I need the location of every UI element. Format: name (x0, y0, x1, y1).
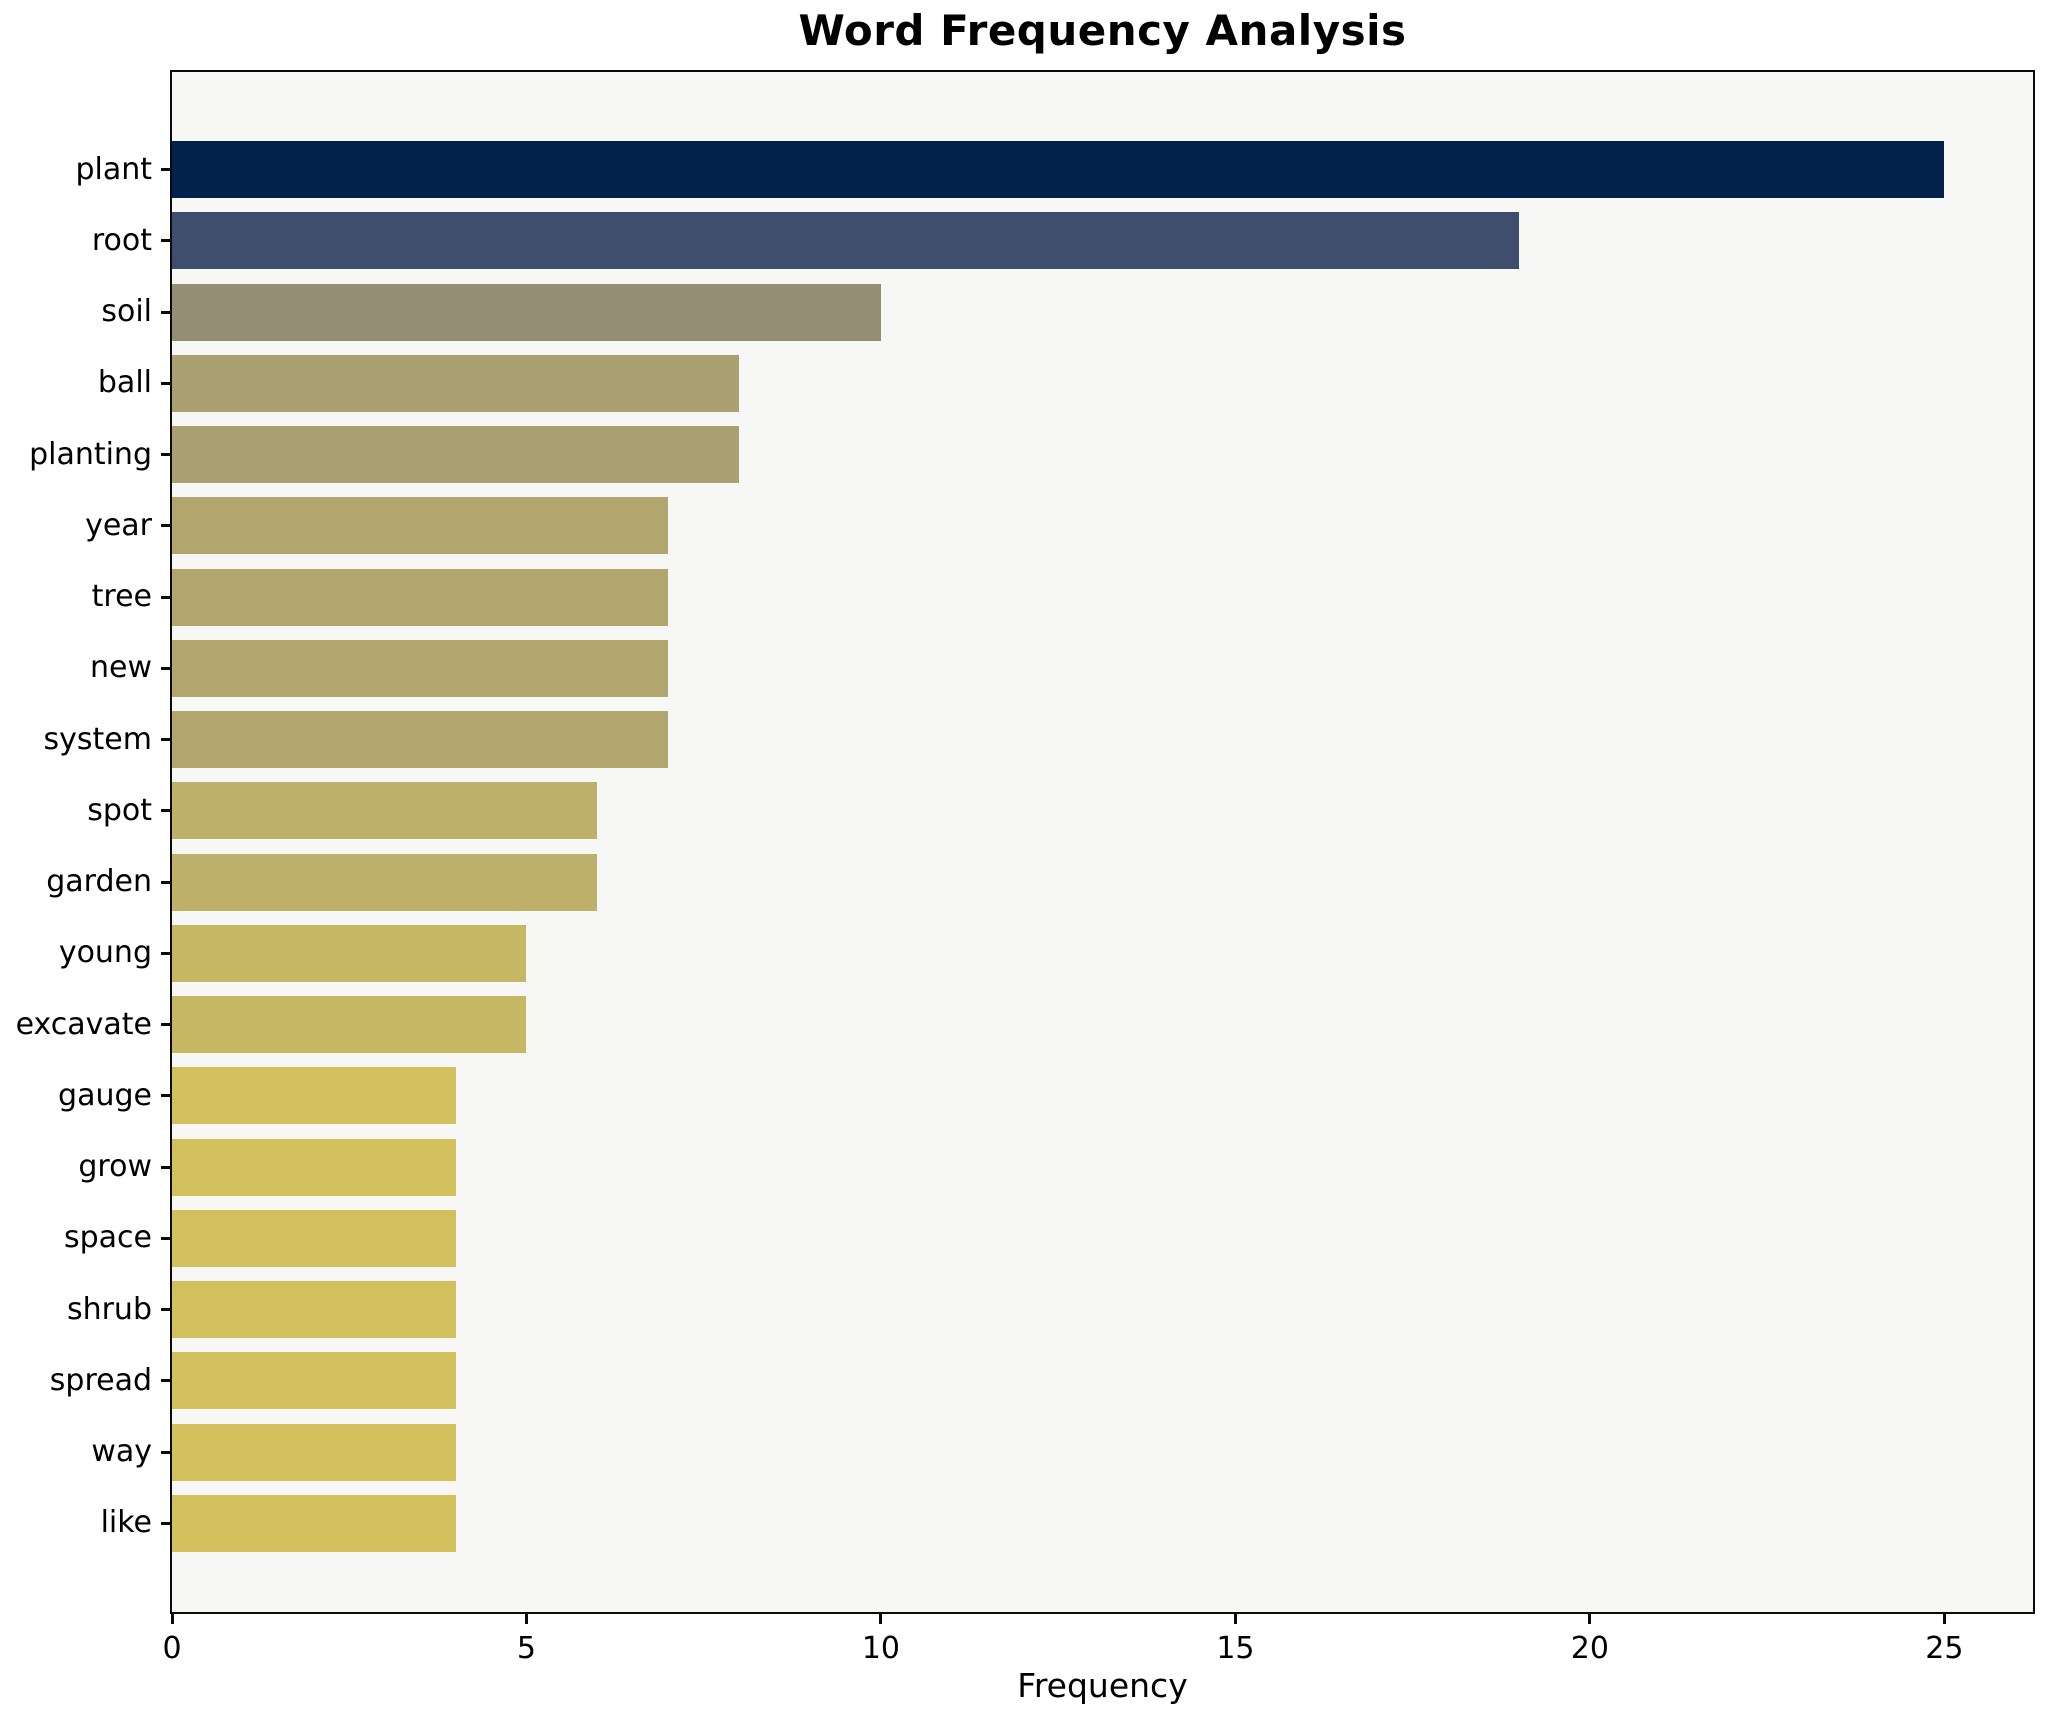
y-tick-mark (161, 168, 172, 172)
y-tick-label: garden (46, 864, 152, 900)
bar-plant (172, 141, 1945, 199)
bar-new (172, 639, 669, 697)
y-tick-label: plant (75, 151, 152, 187)
x-tick-mark (1588, 1613, 1592, 1624)
y-tick-mark (161, 1094, 172, 1098)
y-tick-label: like (100, 1505, 152, 1541)
y-tick-label: gauge (58, 1077, 152, 1113)
bar-way (172, 1423, 456, 1481)
y-tick-label: soil (101, 294, 152, 330)
y-tick-mark (161, 809, 172, 813)
y-tick-label: spread (49, 1362, 152, 1398)
y-tick-mark (161, 524, 172, 528)
y-tick-label: young (58, 935, 152, 971)
y-tick-mark (161, 595, 172, 599)
bar-space (172, 1209, 456, 1267)
y-tick-mark (161, 880, 172, 884)
y-tick-mark (161, 1379, 172, 1383)
y-tick-mark (161, 1165, 172, 1169)
y-tick-mark (161, 381, 172, 385)
bar-spread (172, 1352, 456, 1410)
y-tick-mark (161, 239, 172, 243)
x-tick-label: 0 (162, 1631, 182, 1666)
y-tick-mark (161, 1236, 172, 1240)
y-tick-mark (161, 1521, 172, 1525)
y-tick-label: planting (29, 436, 152, 472)
bar-tree (172, 568, 669, 626)
y-tick-label: new (89, 650, 152, 686)
y-tick-mark (161, 951, 172, 955)
y-tick-label: ball (97, 365, 152, 401)
y-tick-mark (161, 738, 172, 742)
y-tick-label: space (63, 1220, 152, 1256)
x-tick-label: 25 (1925, 1631, 1964, 1666)
bar-gauge (172, 1067, 456, 1125)
y-tick-label: spot (87, 792, 152, 828)
x-tick-label: 15 (1216, 1631, 1255, 1666)
bar-like (172, 1494, 456, 1552)
bar-year (172, 497, 669, 555)
bar-root (172, 212, 1519, 270)
y-tick-label: grow (78, 1149, 152, 1185)
y-tick-label: tree (91, 579, 152, 615)
x-axis-label: Frequency (1017, 1666, 1188, 1705)
bar-ball (172, 354, 740, 412)
y-tick-label: year (85, 507, 152, 543)
y-tick-mark (161, 453, 172, 457)
x-tick-mark (524, 1613, 528, 1624)
x-tick-label: 10 (861, 1631, 901, 1666)
x-tick-label: 5 (516, 1631, 537, 1666)
bar-garden (172, 853, 598, 911)
bar-system (172, 711, 669, 769)
plot-area (170, 70, 2035, 1614)
y-tick-label: root (91, 222, 152, 258)
x-tick-label: 20 (1570, 1631, 1609, 1666)
bar-soil (172, 283, 881, 341)
y-tick-label: excavate (15, 1006, 152, 1042)
bar-planting (172, 426, 740, 484)
y-tick-mark (161, 310, 172, 314)
chart-title: Word Frequency Analysis (798, 6, 1407, 55)
y-tick-mark (161, 1450, 172, 1454)
y-tick-label: way (91, 1434, 152, 1470)
bar-grow (172, 1138, 456, 1196)
x-tick-mark (1942, 1613, 1946, 1624)
y-tick-label: system (43, 721, 152, 757)
bar-excavate (172, 996, 527, 1054)
x-tick-mark (170, 1613, 174, 1624)
y-tick-mark (161, 666, 172, 670)
bar-spot (172, 782, 598, 840)
y-tick-mark (161, 1023, 172, 1027)
x-tick-mark (1233, 1613, 1237, 1624)
y-tick-label: shrub (66, 1291, 152, 1327)
bar-young (172, 924, 527, 982)
bar-shrub (172, 1281, 456, 1339)
x-tick-mark (879, 1613, 883, 1624)
y-tick-mark (161, 1308, 172, 1312)
